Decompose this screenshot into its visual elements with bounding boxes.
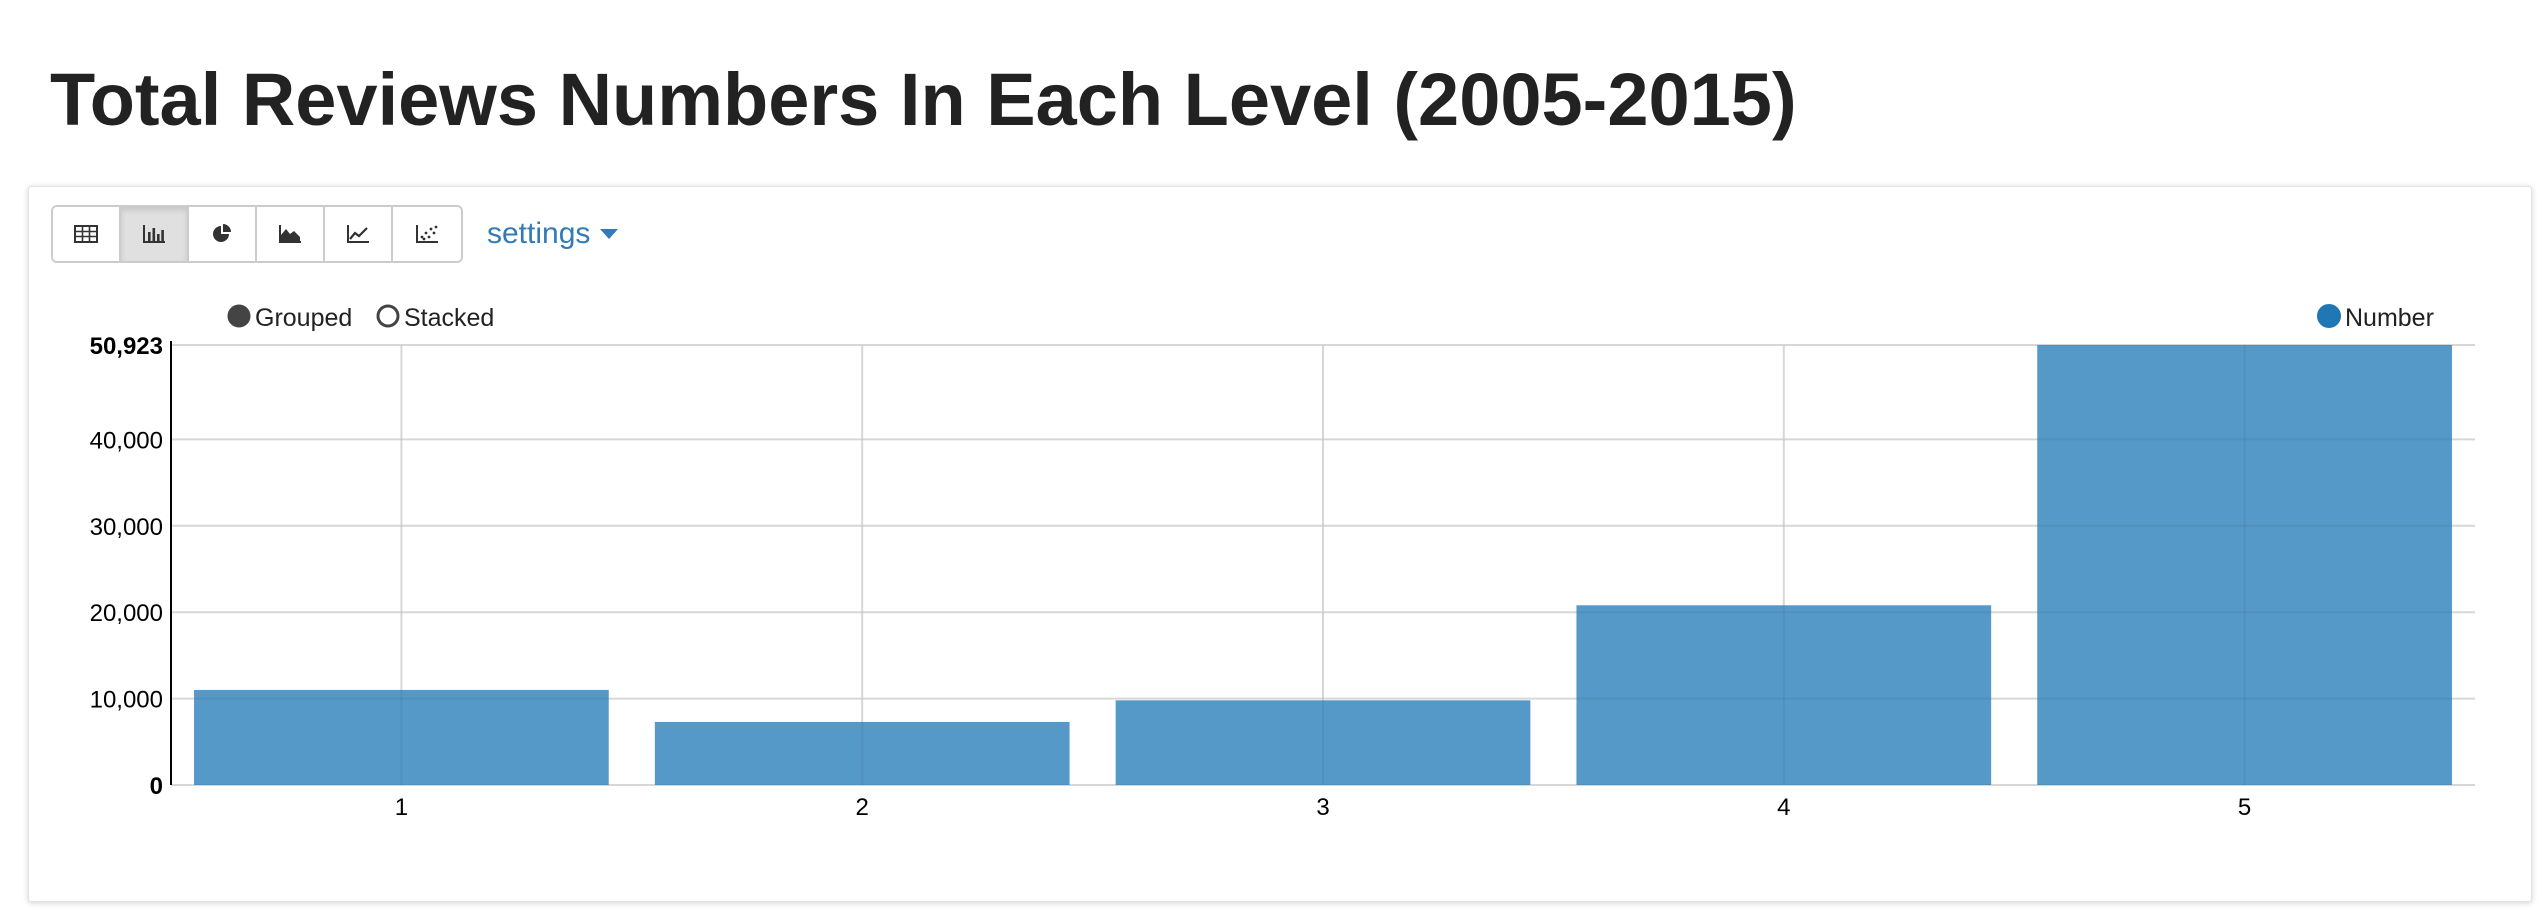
line-chart-icon xyxy=(347,225,369,243)
legend-label[interactable]: Number xyxy=(2345,304,2434,332)
y-tick-label: 50,923 xyxy=(90,333,163,360)
x-tick-label: 4 xyxy=(1777,794,1790,821)
settings-dropdown[interactable]: settings xyxy=(487,217,619,251)
pie-chart-icon xyxy=(213,224,231,242)
bar-level-3[interactable] xyxy=(1115,700,1531,785)
y-tick-label: 0 xyxy=(150,773,163,800)
scatter-chart-icon xyxy=(416,225,438,243)
x-tick-label: 3 xyxy=(1316,794,1329,821)
bar-level-1[interactable] xyxy=(194,689,609,785)
stacked-radio[interactable] xyxy=(376,304,400,328)
table-icon xyxy=(74,225,98,243)
bar-chart: Grouped Stacked 0 10,000 20,000 30,000 40,000… xyxy=(90,304,2475,821)
pie-chart-button[interactable] xyxy=(189,207,257,261)
chart-type-toolbar xyxy=(51,205,463,263)
grouped-label[interactable]: Grouped xyxy=(255,304,352,332)
caret-down-icon xyxy=(600,229,619,239)
legend-dot[interactable] xyxy=(2317,304,2341,328)
x-tick-label: 2 xyxy=(856,794,869,821)
bar-level-2[interactable] xyxy=(654,721,1070,785)
y-tick-label: 40,000 xyxy=(90,427,163,454)
line-chart-button[interactable] xyxy=(325,207,393,261)
bar-level-4[interactable] xyxy=(1576,605,1992,785)
area-chart-button[interactable] xyxy=(257,207,325,261)
page-title: Total Reviews Numbers In Each Level (200… xyxy=(50,58,1797,141)
x-tick-label: 1 xyxy=(395,794,408,821)
scatter-chart-button[interactable] xyxy=(393,207,461,261)
area-chart-icon xyxy=(279,225,301,243)
x-tick-label: 5 xyxy=(2238,794,2251,821)
bar-chart-button[interactable] xyxy=(121,207,189,261)
grouped-radio[interactable] xyxy=(227,304,251,328)
table-view-button[interactable] xyxy=(53,207,121,261)
bar-level-5[interactable] xyxy=(2037,345,2452,785)
y-tick-label: 10,000 xyxy=(90,687,163,714)
bar-chart-icon xyxy=(143,225,165,243)
settings-label: settings xyxy=(487,217,591,250)
stacked-label[interactable]: Stacked xyxy=(404,304,494,332)
y-tick-label: 30,000 xyxy=(90,514,163,541)
chart-panel: settings Grouped Stacked 0 10,000 20,000 30,… xyxy=(28,186,2532,902)
y-tick-label: 20,000 xyxy=(90,600,163,627)
